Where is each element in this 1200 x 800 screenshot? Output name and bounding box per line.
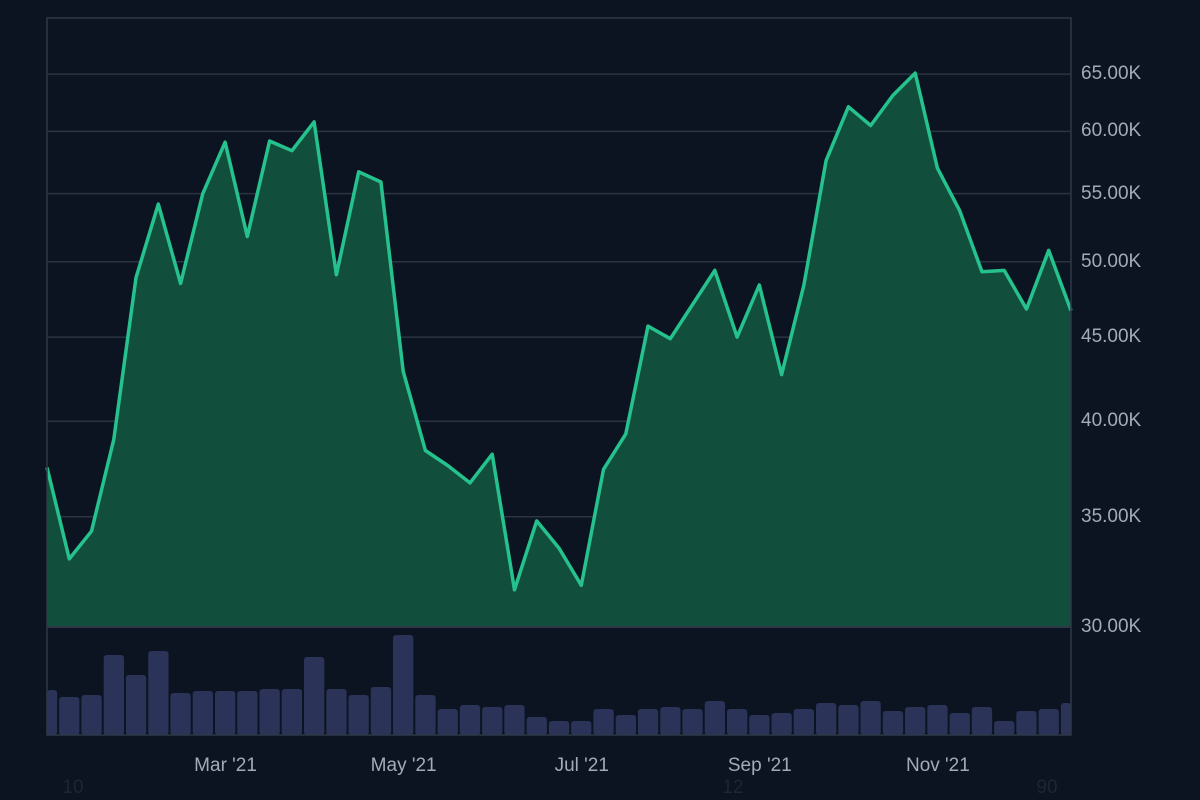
price-line [45,71,1073,592]
y-tick-label: 35.00K [1081,505,1142,527]
volume-bar [1038,709,1059,735]
y-tick-label: 45.00K [1081,326,1142,348]
x-tick-label: Mar '21 [194,755,257,776]
volume-bar [927,705,948,735]
x-tick-label: May '21 [370,755,437,776]
volume-bar [170,693,191,735]
x-tick-label: Nov '21 [905,755,970,776]
y-tick-label: 50.00K [1081,250,1142,272]
volume-bar [415,695,436,735]
y-tick-label: 30.00K [1081,616,1142,637]
volume-bar [393,635,414,735]
volume-bar [793,709,814,735]
volume-bar [615,715,636,735]
volume-bar [482,707,503,735]
volume-bar [882,711,904,735]
y-tick-label: 60.00K [1081,120,1142,142]
volume-bar [1060,703,1071,735]
volume-bar [370,687,392,735]
volume-bar [682,709,703,735]
volume-bar [660,707,681,735]
volume-bar [215,691,236,735]
volume-bar [148,651,169,735]
volume-bars [47,635,1071,735]
volume-bar [281,689,302,735]
volume-bar [727,709,748,735]
x-tick-label: Sep '21 [727,755,792,776]
volume-bar [971,707,993,735]
volume-bar [637,709,659,735]
volume-bar [860,701,881,735]
volume-bar [348,695,369,735]
volume-bar [47,690,58,735]
volume-bar [504,705,525,735]
faint-label: 12 [722,777,744,798]
volume-bar [125,675,147,735]
volume-bar [459,705,481,735]
volume-bar [593,709,614,735]
volume-bar [59,697,80,735]
volume-bar [81,695,102,735]
volume-bar [571,721,592,735]
volume-bar [548,721,570,735]
volume-bar [949,713,970,735]
volume-bar [749,715,770,735]
volume-bar [1016,711,1037,735]
volume-bar [526,717,547,735]
volume-bar [905,707,926,735]
volume-bar [994,721,1015,735]
volume-bar [771,713,792,735]
faint-label: 10 [62,777,84,798]
price-area [47,73,1071,628]
volume-bar [326,689,347,735]
volume-bar [103,655,124,735]
plot-frame [46,17,1072,736]
volume-bar [704,701,725,735]
y-tick-label: 65.00K [1081,63,1142,85]
y-tick-label: 55.00K [1081,182,1142,204]
volume-bar [816,703,837,735]
y-tick-label: 40.00K [1081,410,1142,432]
faint-label: 90 [1036,777,1058,798]
volume-bar [437,709,458,735]
volume-bar [304,657,325,735]
volume-bar [192,691,213,735]
volume-bar [237,691,258,735]
volume-bar [259,689,280,735]
x-tick-label: Jul '21 [554,755,609,776]
volume-bar [838,705,859,735]
